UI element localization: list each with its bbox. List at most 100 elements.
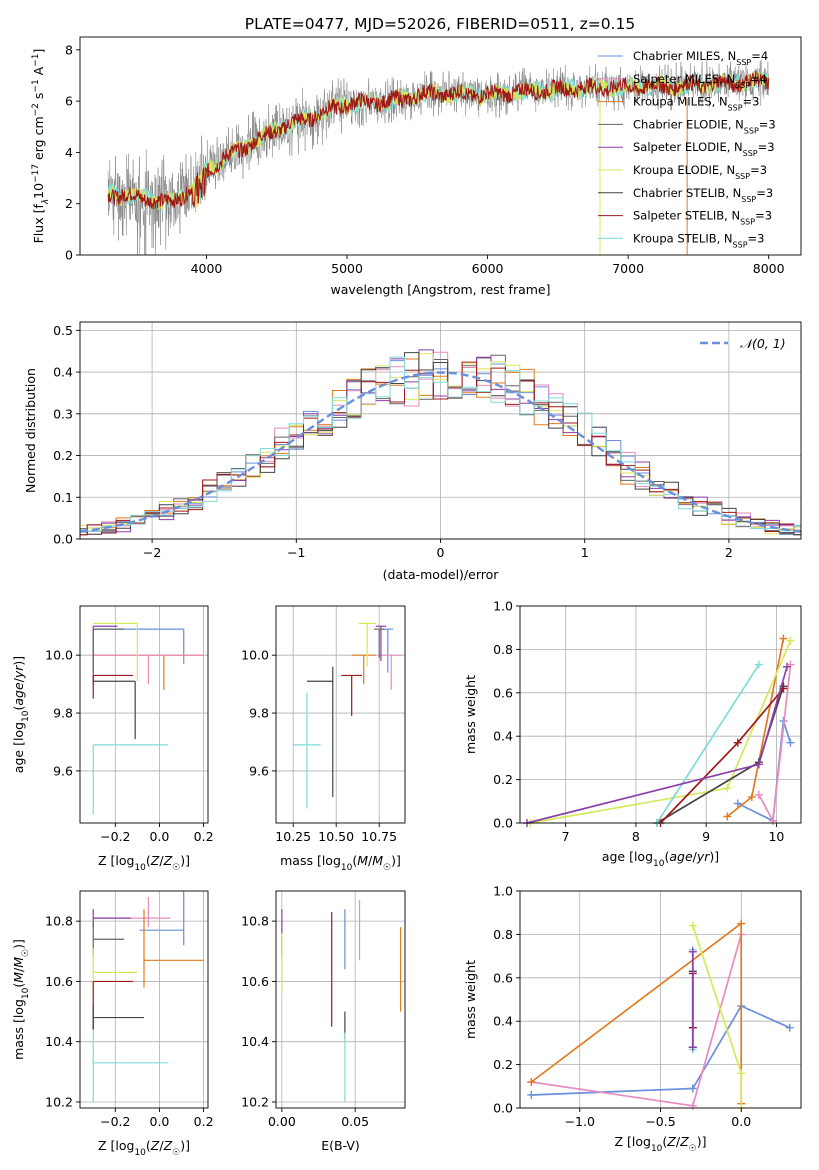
legend-entry: 𝒩(0, 1) [740, 336, 786, 351]
errorbar-point [374, 628, 385, 659]
axes-frame [275, 605, 406, 824]
y-tick-label: 10.8 [241, 914, 269, 929]
mass-weight-marker [737, 919, 746, 928]
residual-histogram-step [80, 356, 801, 532]
x-tick-label: 7 [562, 829, 570, 844]
errorbar-point [92, 909, 131, 928]
mass-vs-reddening-panel: 0.00 0.05 10.2 10.4 10.6 10.8 E(B-V) [241, 890, 406, 1153]
normal-distribution-curve [79, 371, 802, 533]
y-tick-label: 0.4 [493, 729, 513, 744]
x-axis-label: mass [log10(M/M☉)] [280, 853, 401, 873]
x-axis-label: age [log10(age/yr)] [602, 849, 719, 869]
mass-weight-line [656, 686, 785, 824]
y-tick-label: 0.0 [493, 816, 513, 831]
y-axis-label: mass weight [463, 675, 478, 754]
legend-entry: Kroupa STELIB, NSSP=3 [633, 231, 764, 249]
mass-weight-marker [723, 784, 732, 793]
residuals-histogram-panel: −2 −1 0 1 2 0.0 0.1 0.2 0.3 0.4 0.5 𝒩(0, 1) (data-mo… [23, 321, 802, 582]
y-tick-label: 0.4 [53, 365, 73, 380]
y-tick-label: 0.1 [53, 490, 73, 505]
x-tick-label: −0.2 [100, 829, 130, 844]
y-tick-label: 0.0 [493, 1101, 513, 1116]
mass-weight-marker [688, 1101, 697, 1110]
y-tick-label: 0.3 [53, 406, 73, 421]
y-axis-label: mass [log10(M/M☉)] [11, 939, 31, 1060]
weight-vs-metallicity-panel: −1.0 −0.5 0.0 0.0 0.2 0.4 0.6 0.8 1.0 Z [log10(Z/… [463, 884, 802, 1154]
axes-frame [275, 890, 406, 1109]
model-spectrum-line [107, 71, 770, 210]
y-tick-label: 9.8 [249, 706, 269, 721]
x-tick-label: 7000 [612, 261, 644, 276]
errorbar-point [92, 674, 133, 699]
x-tick-label: 10 [768, 829, 784, 844]
legend-entry: Salpeter ELODIE, NSSP=3 [633, 140, 775, 158]
errorbar-point [358, 622, 376, 667]
y-tick-label: 0.0 [53, 532, 73, 547]
y-tick-label: 10.0 [241, 648, 269, 663]
y-tick-label: 9.6 [249, 763, 269, 778]
mass-weight-marker [786, 636, 795, 645]
x-tick-label: −0.2 [100, 1114, 130, 1129]
axes-frame [79, 36, 802, 256]
axes-frame [79, 890, 209, 1109]
x-tick-label: 9 [702, 829, 710, 844]
x-axis-label: (data-model)/error [383, 567, 500, 582]
mass-weight-marker [527, 1090, 536, 1099]
mass-weight-line [656, 664, 760, 824]
x-tick-label: 0 [437, 545, 445, 560]
mass-weight-marker [747, 792, 756, 801]
y-tick-label: 1.0 [493, 884, 513, 899]
legend-entry: Chabrier MILES, NSSP=4 [633, 49, 768, 67]
errorbar-point [92, 744, 169, 815]
figure-title: PLATE=0477, MJD=52026, FIBERID=0511, z=0… [245, 15, 635, 33]
mass-weight-marker [527, 1077, 536, 1086]
mass-weight-marker [733, 799, 742, 808]
y-tick-label: 10.4 [45, 1034, 73, 1049]
x-tick-label: 0.00 [268, 1114, 296, 1129]
legend-entry: Kroupa ELODIE, NSSP=3 [633, 163, 767, 181]
axes-frame [79, 605, 209, 824]
y-tick-label: 4 [65, 145, 73, 160]
x-tick-label: −2 [143, 545, 161, 560]
y-tick-label: 10.2 [241, 1094, 269, 1109]
y-tick-label: 10.0 [45, 648, 73, 663]
x-tick-label: 0.0 [150, 829, 170, 844]
errorbar-point [375, 625, 387, 661]
x-tick-label: −1 [287, 545, 305, 560]
mass-weight-marker [688, 1084, 697, 1093]
mass-weight-marker [754, 760, 763, 769]
mass-weight-marker [723, 812, 732, 821]
errorbar-point [341, 674, 362, 716]
legend-entry: Salpeter STELIB, NSSP=3 [633, 209, 772, 227]
x-tick-label: 0.2 [194, 1114, 214, 1129]
errorbar-point [92, 628, 125, 673]
y-tick-label: 0.6 [493, 970, 513, 985]
x-tick-label: 8 [632, 829, 640, 844]
x-tick-label: 6000 [472, 261, 504, 276]
mass-weight-line [531, 1004, 791, 1096]
y-tick-label: 8 [65, 42, 73, 57]
mass-weight-marker [733, 738, 742, 747]
axes-frame [519, 605, 802, 824]
mass-weight-marker [782, 662, 791, 671]
y-tick-label: 0.8 [493, 927, 513, 942]
y-tick-label: 10.6 [241, 974, 269, 989]
x-axis-label: Z [log10(Z/Z☉)] [614, 1134, 706, 1154]
errorbar-point [139, 891, 185, 946]
x-tick-label: 10.50 [318, 829, 354, 844]
x-tick-label: −0.5 [645, 1114, 675, 1129]
y-tick-label: 10.2 [45, 1094, 73, 1109]
errorbar-point [382, 628, 393, 673]
mass-weight-marker [754, 660, 763, 669]
y-tick-label: 0.6 [493, 685, 513, 700]
y-axis-label: Flux [fλ10−17 erg cm−2 s−1 A−1] [31, 49, 51, 244]
mass-weight-line [530, 921, 743, 1104]
errorbar-point [380, 654, 402, 690]
errorbar-point [143, 909, 204, 988]
errorbar-point [92, 1029, 169, 1102]
mass-weight-line [659, 687, 785, 824]
errorbar-point [293, 692, 321, 809]
y-axis-label: Normed distribution [23, 368, 38, 493]
weight-vs-age-panel: 7 8 9 10 0.0 0.2 0.4 0.6 0.8 1.0 age [log10(age/yr… [463, 599, 802, 869]
